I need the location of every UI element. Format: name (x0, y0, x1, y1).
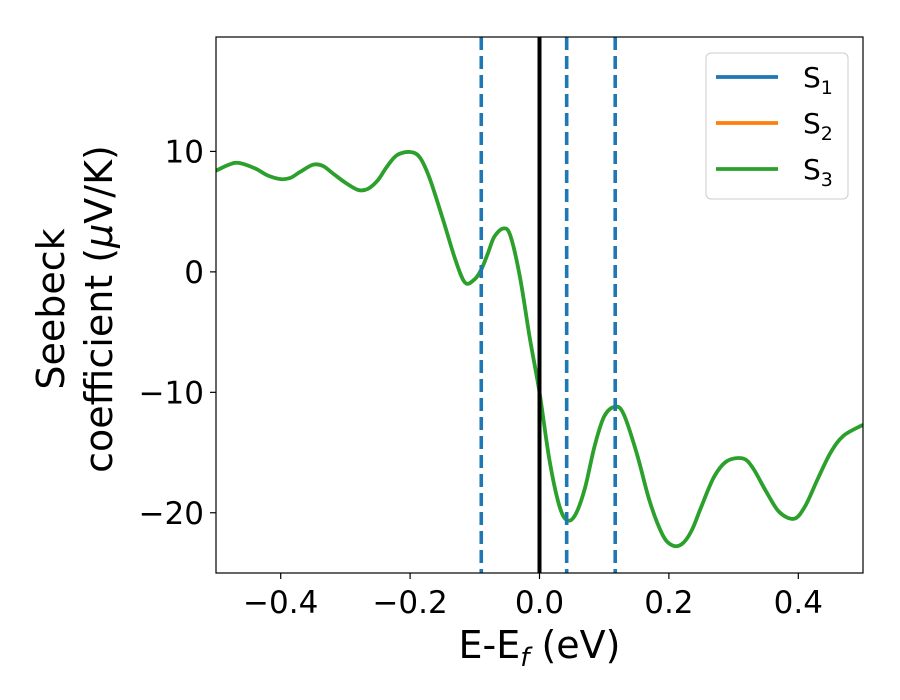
x-tick-label: −0.4 (243, 585, 318, 621)
y-axis: −20 −10 0 10 (139, 134, 216, 532)
y-axis-label-line2: coefficient (μV/K) (77, 145, 121, 473)
plot-area (216, 37, 863, 573)
y-axis-label-text: coefficient ( (77, 248, 121, 473)
x-tick-label: 0.4 (774, 585, 823, 621)
legend: S1 S2 S3 (705, 52, 849, 200)
legend-label-s1: S1 (803, 61, 833, 99)
x-tick-label: 0.2 (644, 585, 693, 621)
legend-frame (705, 52, 849, 200)
x-axis-label-main: E-E (459, 623, 521, 667)
x-axis-label: E-Ef (eV) (459, 623, 621, 673)
legend-label-s3: S3 (803, 153, 833, 191)
y-tick-label: −20 (139, 496, 204, 532)
y-axis-label-mu: μ (77, 224, 121, 249)
y-tick-label: 0 (184, 255, 204, 291)
legend-label-s2: S2 (803, 107, 833, 145)
x-tick-label: 0.0 (515, 585, 564, 621)
y-axis-label: Seebeck coefficient (μV/K) (29, 145, 121, 473)
y-axis-label-unit: V/K) (77, 145, 121, 224)
y-tick-label: −10 (139, 375, 204, 411)
series-line-s3 (216, 150, 863, 549)
x-tick-label: −0.2 (372, 585, 447, 621)
y-tick-label: 10 (165, 134, 204, 170)
y-axis-label-line1: Seebeck (29, 228, 73, 389)
x-axis-label-unit: (eV) (529, 623, 620, 667)
plot-lines (216, 37, 863, 573)
x-axis: −0.4 −0.2 0.0 0.2 0.4 (243, 573, 823, 621)
